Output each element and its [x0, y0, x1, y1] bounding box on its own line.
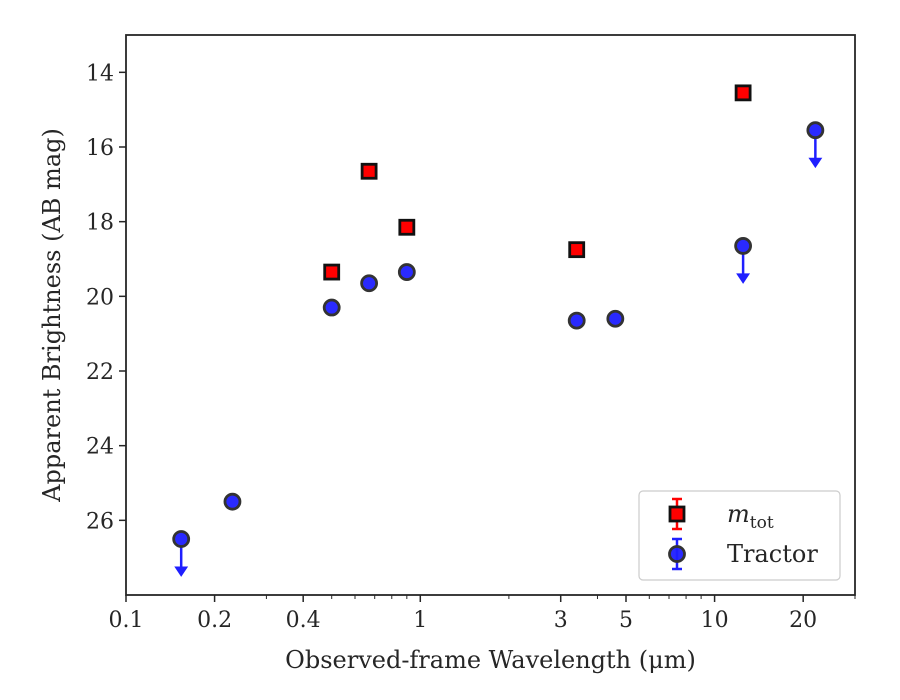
legend-label: Tractor	[727, 540, 818, 568]
y-tick-label: 18	[86, 211, 114, 236]
x-tick-label: 0.1	[109, 608, 144, 633]
y-tick-label: 26	[86, 509, 114, 534]
circle-marker	[397, 263, 416, 281]
x-axis-label: Observed-frame Wavelength (μm)	[285, 646, 696, 674]
x-tick-label: 0.4	[286, 608, 321, 633]
data-points	[172, 84, 825, 577]
x-tick-label: 3	[554, 608, 568, 633]
upper-limit-arrow-head	[174, 566, 189, 577]
x-tick-label: 1	[413, 608, 427, 633]
tractor-point	[360, 274, 379, 293]
square-marker	[398, 218, 416, 236]
tractor-point	[397, 263, 416, 281]
square-marker	[360, 162, 378, 180]
x-tick-label: 20	[789, 608, 817, 633]
mtot-point	[568, 241, 586, 259]
plot-frame	[125, 34, 856, 596]
circle-marker	[567, 311, 586, 330]
tractor-point	[806, 121, 825, 169]
mtot-point	[398, 218, 416, 236]
square-marker	[734, 84, 752, 102]
circle-marker	[734, 237, 753, 255]
axis-ticks: 0.1 0.2 0.4 1 3 5 10 20 14 16 18 20 22 24 26	[86, 61, 856, 633]
square-marker	[323, 263, 341, 281]
mtot-point	[734, 84, 752, 102]
circle-marker	[606, 309, 625, 328]
x-tick-label: 0.2	[197, 608, 232, 633]
circle-marker	[223, 492, 242, 511]
legend: mtot Tractor	[638, 490, 841, 581]
y-tick-label: 16	[86, 136, 114, 161]
circle-marker	[668, 545, 686, 563]
x-tick-label: 5	[619, 608, 633, 633]
legend-label: mtot	[727, 500, 774, 533]
circle-marker	[806, 121, 825, 140]
x-tick-label: 10	[701, 608, 729, 633]
square-marker	[668, 505, 686, 523]
upper-limit-arrow-head	[736, 273, 751, 284]
plot-area	[125, 34, 856, 596]
y-tick-label: 22	[86, 360, 114, 385]
legend-entry: mtot	[668, 497, 774, 533]
circle-marker	[172, 530, 191, 548]
tractor-point	[172, 530, 191, 577]
mtot-point	[323, 263, 341, 281]
circle-marker	[322, 298, 341, 317]
y-axis-label: Apparent Brightness (AB mag)	[38, 128, 66, 503]
tractor-point	[734, 237, 753, 284]
y-tick-label: 24	[86, 435, 114, 460]
circle-marker	[360, 274, 379, 293]
tractor-point	[567, 311, 586, 330]
y-tick-label: 20	[86, 285, 114, 310]
upper-limit-arrow-head	[808, 157, 823, 169]
legend-entry: Tractor	[668, 537, 818, 571]
tractor-point	[223, 492, 242, 511]
tractor-point	[322, 298, 341, 317]
y-tick-label: 14	[86, 61, 114, 86]
legend-box	[638, 490, 841, 581]
mtot-point	[360, 162, 378, 180]
tractor-point	[606, 309, 625, 328]
square-marker	[568, 241, 586, 259]
